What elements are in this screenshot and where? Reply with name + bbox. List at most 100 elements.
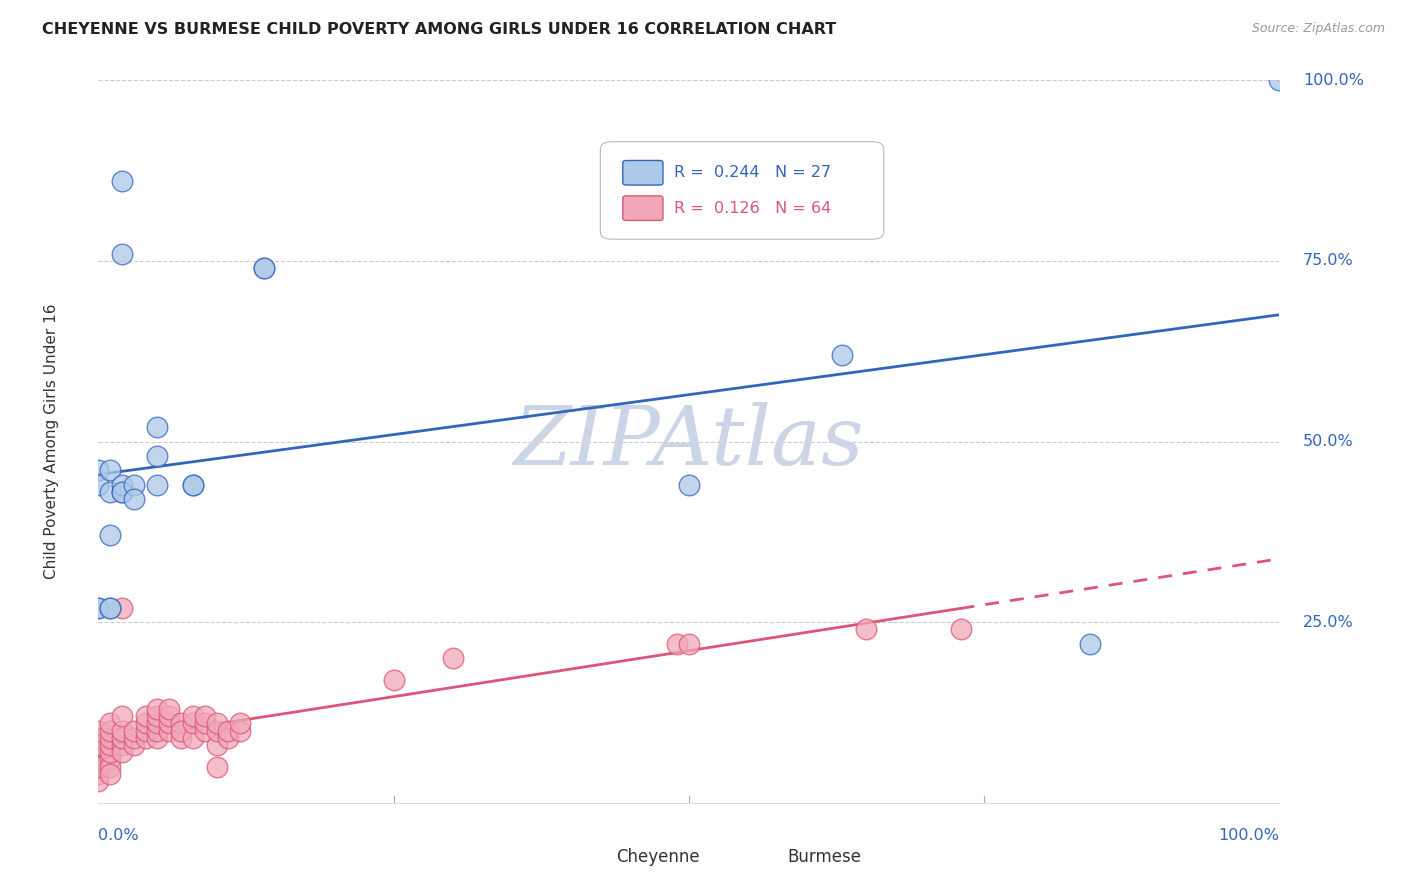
Point	[229, 716, 252, 731]
Point	[382, 673, 405, 687]
Point	[111, 485, 134, 500]
Text: 50.0%: 50.0%	[1303, 434, 1354, 449]
Point	[181, 709, 204, 723]
Text: R =  0.244   N = 27: R = 0.244 N = 27	[673, 165, 831, 180]
Point	[1268, 73, 1291, 87]
Point	[146, 478, 169, 492]
Point	[181, 478, 204, 492]
Point	[135, 716, 157, 731]
Point	[205, 738, 228, 752]
Point	[111, 731, 134, 745]
Point	[217, 723, 239, 738]
Point	[87, 745, 110, 759]
Point	[855, 623, 877, 637]
Point	[157, 723, 180, 738]
Text: 0.0%: 0.0%	[98, 828, 139, 843]
Point	[135, 709, 157, 723]
Point	[157, 716, 180, 731]
Point	[441, 651, 464, 665]
Point	[205, 760, 228, 774]
Point	[98, 738, 121, 752]
Point	[678, 637, 700, 651]
Text: CHEYENNE VS BURMESE CHILD POVERTY AMONG GIRLS UNDER 16 CORRELATION CHART: CHEYENNE VS BURMESE CHILD POVERTY AMONG …	[42, 22, 837, 37]
Point	[98, 745, 121, 759]
Text: Child Poverty Among Girls Under 16: Child Poverty Among Girls Under 16	[44, 304, 59, 579]
Point	[111, 485, 134, 500]
Point	[253, 261, 276, 276]
Point	[111, 246, 134, 260]
Text: R =  0.126   N = 64: R = 0.126 N = 64	[673, 201, 831, 216]
FancyBboxPatch shape	[579, 847, 612, 867]
Point	[146, 731, 169, 745]
Text: 75.0%: 75.0%	[1303, 253, 1354, 268]
Point	[170, 716, 193, 731]
Point	[98, 600, 121, 615]
Point	[87, 600, 110, 615]
Point	[122, 492, 145, 507]
Point	[111, 478, 134, 492]
Point	[181, 731, 204, 745]
Text: Cheyenne: Cheyenne	[616, 848, 699, 866]
Text: Burmese: Burmese	[787, 848, 860, 866]
Point	[87, 760, 110, 774]
Point	[87, 760, 110, 774]
Point	[253, 261, 276, 276]
Point	[87, 600, 110, 615]
Point	[666, 637, 689, 651]
Point	[229, 723, 252, 738]
Point	[205, 716, 228, 731]
Point	[146, 420, 169, 434]
Point	[87, 767, 110, 781]
Text: Source: ZipAtlas.com: Source: ZipAtlas.com	[1251, 22, 1385, 36]
Point	[98, 600, 121, 615]
Point	[111, 738, 134, 752]
Point	[87, 774, 110, 789]
Point	[146, 723, 169, 738]
Point	[87, 723, 110, 738]
Point	[146, 449, 169, 463]
Text: 100.0%: 100.0%	[1219, 828, 1279, 843]
FancyBboxPatch shape	[623, 161, 664, 185]
Point	[98, 760, 121, 774]
Point	[87, 463, 110, 477]
Point	[181, 478, 204, 492]
Point	[146, 702, 169, 716]
Point	[111, 723, 134, 738]
Point	[181, 716, 204, 731]
Point	[87, 731, 110, 745]
Point	[170, 723, 193, 738]
Point	[146, 709, 169, 723]
Point	[98, 463, 121, 477]
Text: 100.0%: 100.0%	[1303, 73, 1364, 87]
Point	[98, 752, 121, 766]
Text: ZIPAtlas: ZIPAtlas	[513, 401, 865, 482]
Point	[98, 485, 121, 500]
Point	[111, 709, 134, 723]
Point	[157, 709, 180, 723]
Point	[949, 623, 972, 637]
Point	[87, 752, 110, 766]
Point	[122, 738, 145, 752]
Point	[135, 723, 157, 738]
FancyBboxPatch shape	[600, 142, 884, 239]
Point	[98, 716, 121, 731]
Text: 25.0%: 25.0%	[1303, 615, 1354, 630]
FancyBboxPatch shape	[751, 847, 783, 867]
Point	[205, 723, 228, 738]
Point	[122, 478, 145, 492]
Point	[87, 738, 110, 752]
FancyBboxPatch shape	[623, 196, 664, 220]
Point	[1080, 637, 1102, 651]
Point	[217, 731, 239, 745]
Point	[194, 709, 217, 723]
Point	[194, 723, 217, 738]
Point	[122, 723, 145, 738]
Point	[194, 716, 217, 731]
Point	[170, 731, 193, 745]
Point	[87, 478, 110, 492]
Point	[135, 731, 157, 745]
Point	[87, 738, 110, 752]
Point	[831, 348, 853, 362]
Point	[122, 731, 145, 745]
Point	[111, 600, 134, 615]
